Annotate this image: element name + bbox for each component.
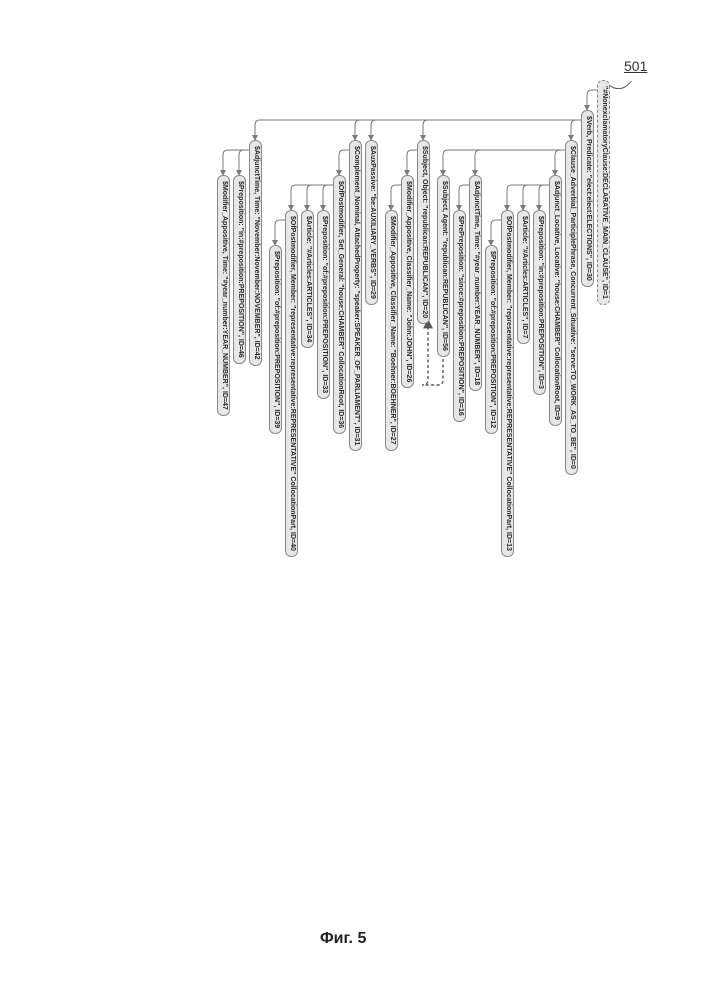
tree-edge bbox=[555, 150, 565, 175]
tree-edge bbox=[275, 220, 285, 245]
tree-node: $Preposition: "of:#preposition:PREPOSITI… bbox=[485, 245, 498, 434]
tree-edge bbox=[307, 185, 333, 210]
tree-node: $Modifier_Appositive, Classifier_Name: "… bbox=[385, 210, 398, 451]
tree-node: $Preposition: "of:#preposition:PREPOSITI… bbox=[269, 245, 282, 434]
tree-node: $Preposition: "in:#preposition:PREPOSITI… bbox=[533, 210, 546, 395]
tree-node: $AdjunctTime, Time: "November:November:N… bbox=[249, 140, 262, 366]
tree-edge bbox=[523, 185, 549, 210]
tree-edge bbox=[239, 150, 249, 175]
tree-node: $Modifier_Appositive, Time: "#year_numbe… bbox=[217, 175, 230, 416]
tree-edge bbox=[355, 120, 581, 140]
tree-node: "#NonexclamatoryClause:DECLARATIVE_MAIN_… bbox=[597, 80, 610, 305]
tree-node: $PrePreposition: "since:#preposition:PRE… bbox=[453, 210, 466, 422]
tree-node: $Preposition: "of:#preposition:PREPOSITI… bbox=[317, 210, 330, 399]
tree-node: $Article: "#Articles:ARTICLES", ID=34 bbox=[301, 210, 314, 348]
tree-node: $Verb, Predicate: "elect:elect:ELECTIONS… bbox=[581, 110, 594, 287]
tree-edge bbox=[339, 150, 349, 175]
tree-node: $Clause_Adverbial_ParticiplePhrase, Conc… bbox=[565, 140, 578, 475]
tree-edge bbox=[571, 120, 581, 140]
tree-node: $Complement_Nominal, AttachedProperty: "… bbox=[349, 140, 362, 451]
figure-caption: Фиг. 5 bbox=[320, 930, 366, 948]
tree-edge bbox=[587, 90, 597, 110]
tree-node: $Subject, Object: "republican:REPUBLICAN… bbox=[417, 140, 430, 324]
tree-edge bbox=[323, 185, 333, 210]
tree-node: $Adjunct_Locative, Locative: "house:CHAM… bbox=[549, 175, 562, 426]
tree-edge bbox=[223, 150, 249, 175]
tree-edge bbox=[407, 150, 417, 175]
tree-edge bbox=[423, 120, 581, 140]
tree-node: $Subject, Agent: "republican:REPUBLICAN"… bbox=[437, 175, 450, 357]
tree-node: $OfPostmodifier, Member: "representative… bbox=[285, 210, 298, 557]
figure-reference-number: 501 bbox=[624, 58, 647, 74]
tree-edge bbox=[443, 150, 565, 175]
tree-edge bbox=[539, 185, 549, 210]
tree-node: $OfPostmodifier, Member: "representative… bbox=[501, 210, 514, 557]
tree-node: $Modifier_Appositive, Classifier_Name: "… bbox=[401, 175, 414, 388]
tree-edge bbox=[371, 120, 581, 140]
tree-edge bbox=[255, 120, 581, 140]
tree-edge bbox=[475, 150, 565, 175]
tree-edge bbox=[391, 185, 401, 210]
tree-node: $OfPostmodifier, Set_General: "house:CHA… bbox=[333, 175, 346, 434]
tree-node: $AuxPassive: "be:AUXILIARY_VERBS", ID=29 bbox=[365, 140, 378, 305]
tree-node: $Article: "#Articles:ARTICLES", ID=7 bbox=[517, 210, 530, 344]
page: 501 "#NonexclamatoryClause:DECLARATIVE_M… bbox=[0, 0, 707, 1000]
tree-edge bbox=[507, 185, 549, 210]
tree-node: $AdjunctTime, Time: "#year_number:YEAR_N… bbox=[469, 175, 482, 391]
tree-edge bbox=[459, 185, 469, 210]
tree-edge bbox=[291, 185, 333, 210]
tree-node: $Preposition: "in:#preposition:PREPOSITI… bbox=[233, 175, 246, 364]
tree-edge bbox=[491, 220, 501, 245]
